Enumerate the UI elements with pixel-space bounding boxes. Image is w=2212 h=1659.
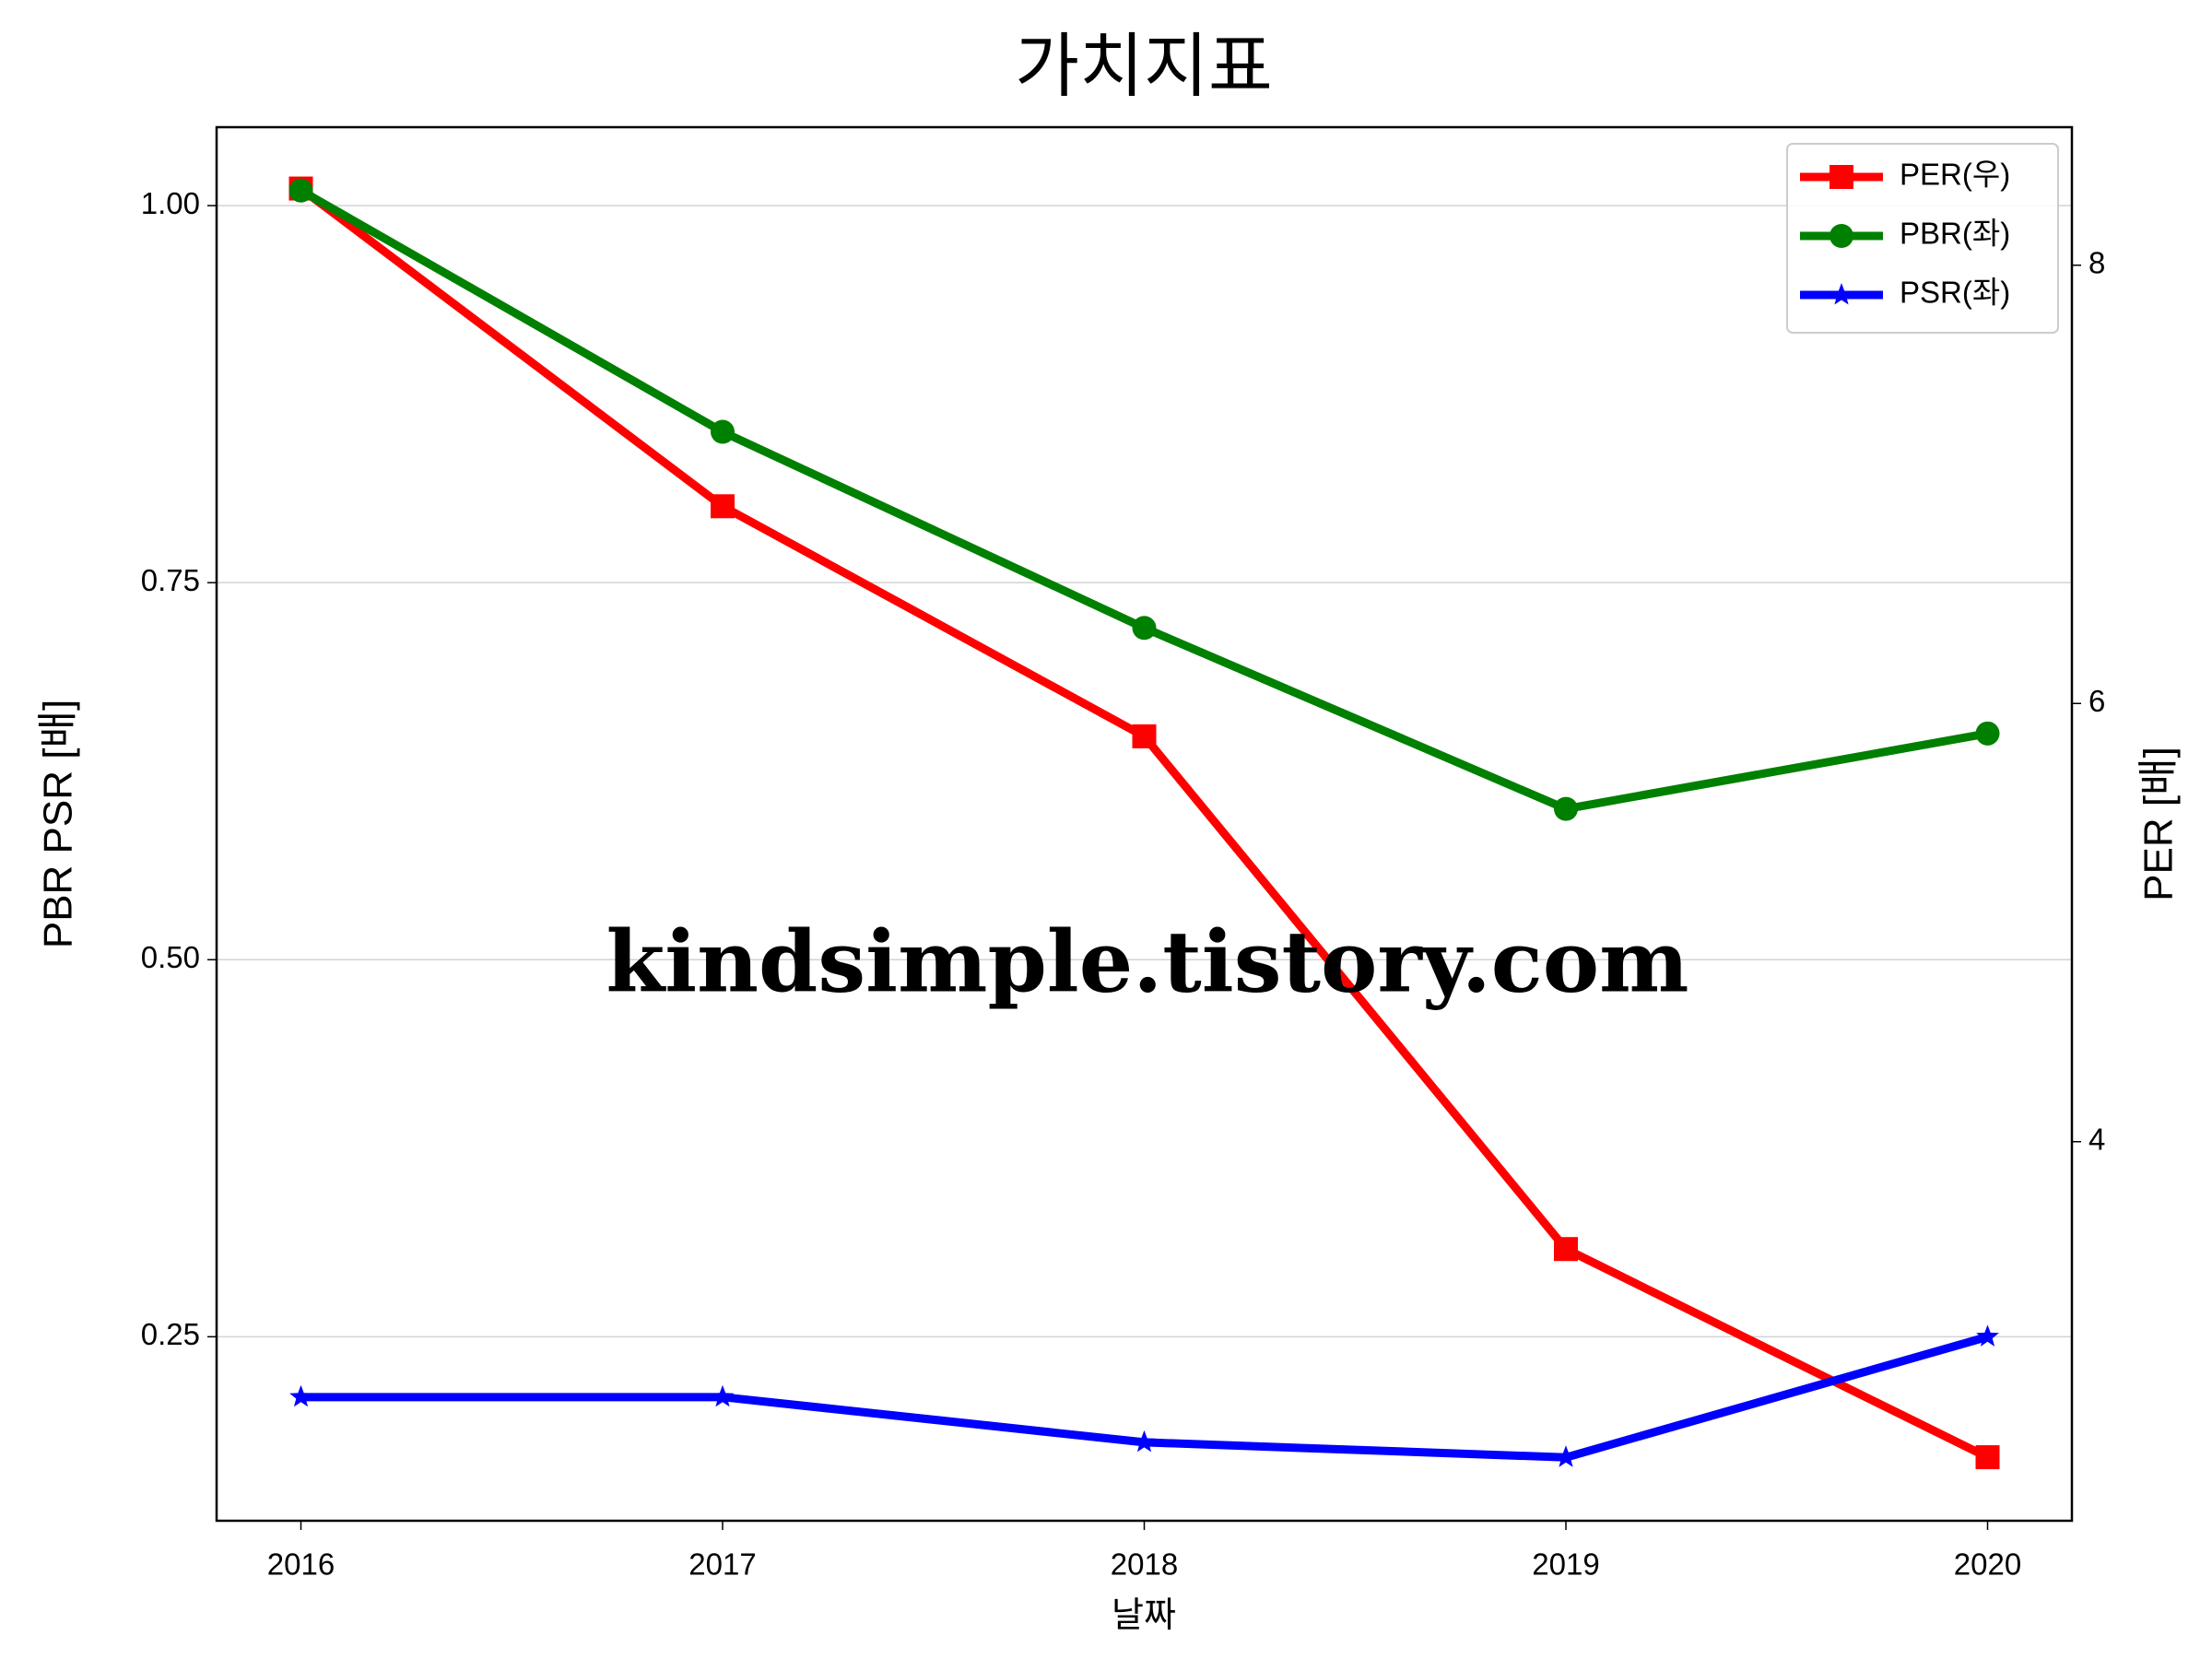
y2-tick-label: 4 [2088, 1122, 2105, 1156]
y2-tick-label: 8 [2088, 245, 2105, 279]
legend-marker [1830, 283, 1853, 305]
marker [1554, 1237, 1578, 1262]
marker [1976, 1324, 1999, 1347]
y-tick-label: 0.25 [141, 1317, 200, 1351]
x-tick-label: 2018 [1111, 1547, 1178, 1582]
y-axis-label: PBR PSR [배] [36, 700, 81, 948]
marker [1975, 1445, 2000, 1470]
x-tick-label: 2017 [688, 1547, 756, 1582]
plot-frame [215, 125, 2074, 1523]
chart-title: 가치지표 [1015, 28, 1273, 106]
marker [288, 178, 313, 203]
y-tick-label: 1.00 [141, 186, 200, 220]
x-tick-label: 2019 [1532, 1547, 1599, 1582]
marker [1132, 724, 1157, 748]
marker [1133, 1430, 1156, 1453]
marker [1975, 721, 2000, 746]
marker [711, 494, 735, 519]
x-tick-label: 2020 [1954, 1547, 2021, 1582]
marker [1132, 616, 1157, 641]
y2-tick-label: 6 [2088, 684, 2105, 718]
y-tick-label: 0.50 [141, 940, 200, 974]
x-axis-label: 날짜 [1112, 1596, 1176, 1635]
marker [711, 1384, 735, 1407]
marker [1554, 796, 1578, 821]
x-tick-label: 2016 [267, 1547, 335, 1582]
y-tick-label: 0.75 [141, 563, 200, 597]
y2-axis-label: PER [배] [2136, 747, 2182, 901]
marker [289, 1384, 312, 1407]
legend-marker [1830, 165, 1853, 189]
legend-box [1786, 143, 2059, 334]
legend-marker [1830, 224, 1853, 248]
legend-label: PBR(좌) [1900, 217, 2010, 251]
legend-label: PER(우) [1900, 158, 2010, 192]
watermark: kindsimple.tistory.com [606, 912, 1688, 1012]
marker [1554, 1445, 1578, 1467]
marker [711, 419, 735, 444]
legend-label: PSR(좌) [1900, 276, 2010, 310]
